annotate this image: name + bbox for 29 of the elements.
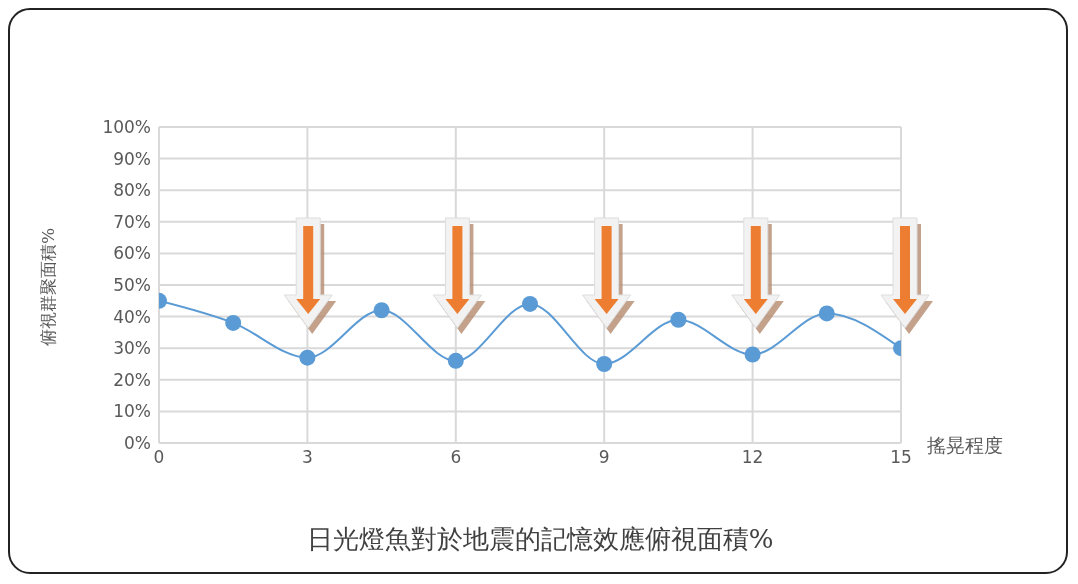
y-tick-label: 30% (113, 338, 151, 359)
x-tick-label: 0 (153, 447, 165, 468)
y-tick-label: 10% (113, 401, 151, 422)
y-axis-title: 俯視群聚面積% (36, 227, 59, 347)
x-axis-title: 搖晃程度 (927, 433, 1003, 458)
point (596, 356, 613, 372)
y-tick-label: 50% (113, 275, 151, 296)
y-tick-label: 70% (113, 211, 151, 232)
point (225, 314, 242, 331)
x-tick-label: 15 (890, 447, 912, 468)
point (522, 295, 538, 312)
point (373, 302, 390, 319)
x-tick-label: 9 (598, 447, 610, 468)
point (818, 305, 835, 322)
point (447, 352, 464, 369)
x-tick-label: 12 (741, 447, 764, 468)
x-tick-label: 3 (301, 447, 313, 468)
y-tick-label: 80% (113, 180, 151, 201)
text: 日光燈魚對於地震的記憶效應俯視面積% (305, 523, 775, 556)
y-tick-label: 100% (102, 117, 151, 138)
y-tick-label: 60% (113, 243, 151, 264)
y-tick-label: 0% (124, 433, 151, 454)
y-tick-label: 40% (113, 306, 151, 327)
y-tick-label: 20% (113, 369, 151, 390)
point (670, 311, 687, 328)
point (299, 349, 316, 366)
point (744, 346, 761, 363)
y-tick-label: 90% (113, 148, 151, 169)
x-tick-label: 6 (450, 447, 462, 468)
